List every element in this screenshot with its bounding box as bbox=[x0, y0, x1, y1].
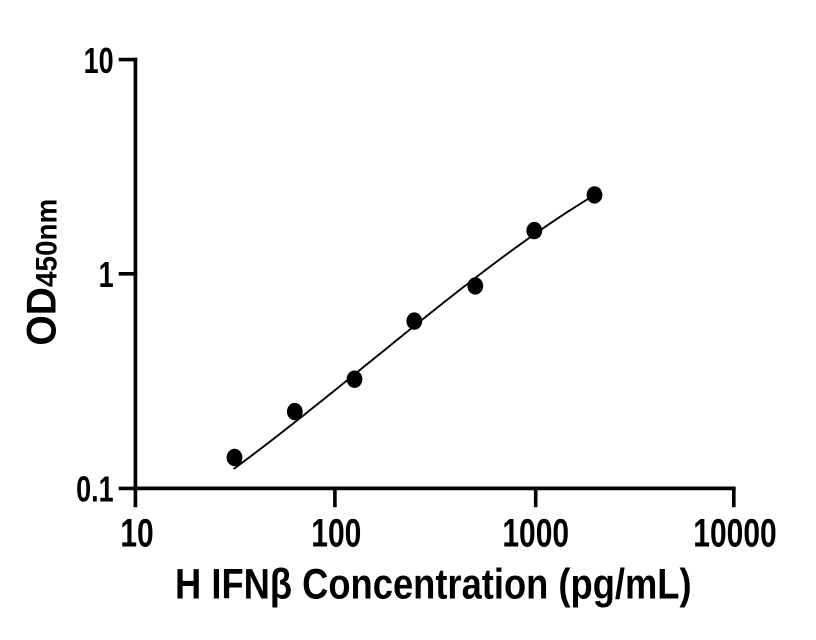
svg-text:10: 10 bbox=[120, 511, 153, 555]
svg-text:H IFNβ Concentration (pg/mL): H IFNβ Concentration (pg/mL) bbox=[175, 560, 692, 608]
svg-text:10000: 10000 bbox=[693, 511, 776, 555]
svg-text:0.1: 0.1 bbox=[76, 469, 114, 510]
svg-text:10: 10 bbox=[84, 40, 114, 81]
svg-text:1000: 1000 bbox=[502, 511, 569, 555]
svg-text:1: 1 bbox=[99, 254, 114, 295]
svg-text:100: 100 bbox=[311, 511, 361, 555]
